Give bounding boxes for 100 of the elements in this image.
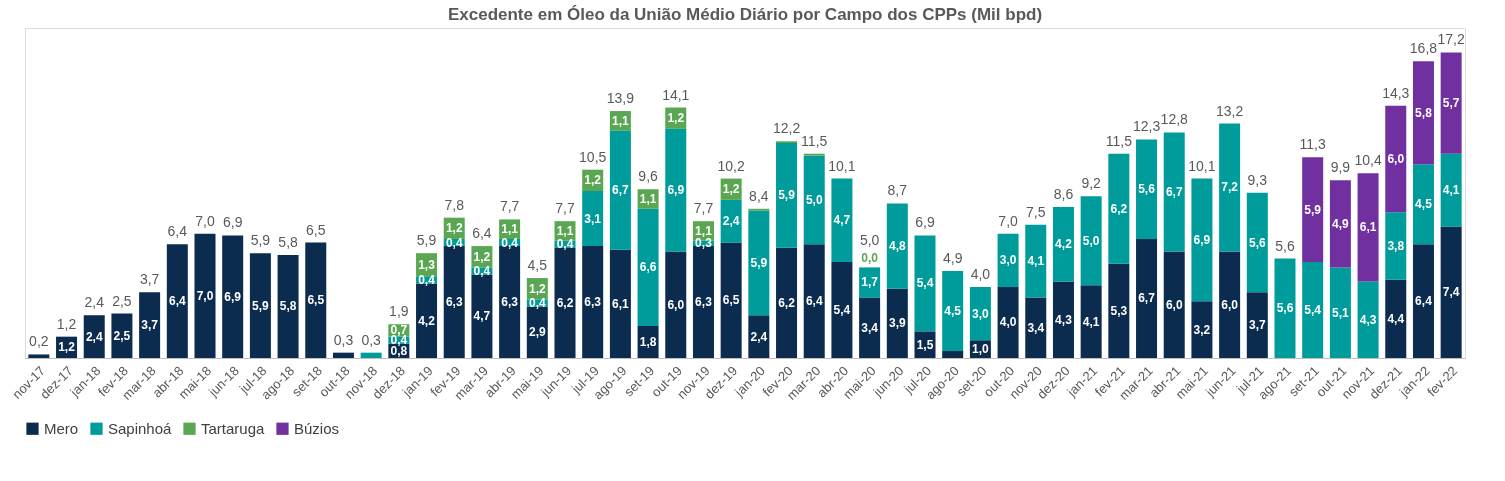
data-label: 5,6 [1276, 301, 1294, 316]
total-label: 17,2 [1437, 31, 1465, 48]
bar [1080, 196, 1102, 286]
data-label: 6,0 [1387, 152, 1405, 167]
data-label: 4,1 [1082, 314, 1100, 329]
data-label: 5,8 [1415, 105, 1433, 120]
total-label: 14,1 [662, 86, 690, 103]
data-label: 2,4 [722, 214, 740, 229]
bar [1025, 297, 1047, 358]
data-label: 6,3 [445, 295, 463, 310]
total-label: 11,5 [801, 132, 828, 149]
data-label: 0,4 [528, 295, 546, 310]
data-label: 5,3 [1110, 303, 1128, 318]
data-label: 1,0 [972, 342, 990, 357]
total-label: 9,9 [1330, 159, 1351, 176]
data-label: 5,9 [778, 188, 796, 203]
total-label: 3,7 [139, 271, 160, 288]
total-label: 9,6 [638, 168, 659, 185]
data-label: 4,0 [999, 315, 1017, 330]
total-label: 10,2 [717, 157, 745, 174]
data-label: 6,9 [667, 183, 685, 198]
total-label: 6,4 [167, 223, 188, 240]
data-label: 4,8 [888, 239, 906, 254]
data-label: 4,7 [473, 309, 491, 324]
data-label: 1,2 [584, 173, 602, 188]
data-label: 6,0 [1165, 297, 1183, 312]
bar [139, 292, 161, 358]
bar [166, 244, 188, 358]
data-label: 5,8 [279, 299, 297, 314]
total-label: 2,5 [112, 292, 132, 309]
data-label: 6,3 [501, 295, 519, 310]
bar [609, 130, 631, 250]
bar [859, 267, 881, 298]
total-label: 7,7 [555, 200, 575, 217]
bar [886, 203, 908, 289]
bar [1329, 267, 1351, 358]
data-label: 6,3 [584, 295, 602, 310]
data-label: 6,2 [556, 295, 574, 310]
total-label: 1,2 [56, 315, 77, 332]
total-label: 6,5 [306, 221, 326, 238]
data-label: 3,4 [1027, 320, 1045, 335]
bar [360, 352, 382, 358]
total-label: 6,9 [222, 214, 243, 231]
total-label: 7,0 [195, 212, 215, 229]
total-label: 1,9 [389, 303, 409, 320]
total-label: 8,4 [749, 187, 769, 204]
bar [1136, 139, 1158, 239]
bar [831, 262, 853, 358]
data-label: 1,2 [445, 221, 463, 236]
data-label: 0,0 [861, 251, 879, 266]
data-label: 1,1 [612, 113, 630, 128]
data-label: 3,2 [1193, 322, 1211, 337]
bar [720, 199, 742, 243]
bar [1385, 105, 1407, 213]
bar [1219, 251, 1241, 358]
bar [886, 288, 908, 358]
data-label: 4,3 [1055, 312, 1073, 327]
data-label: 6,7 [612, 183, 630, 198]
total-label: 7,7 [693, 200, 714, 217]
data-label: 5,0 [805, 192, 823, 207]
data-label: 5,9 [750, 255, 768, 270]
bar [1163, 132, 1185, 252]
data-label: 3,8 [1387, 239, 1405, 254]
data-label: 4,1 [1442, 183, 1460, 198]
bar [1357, 281, 1379, 358]
total-label: 4,5 [527, 257, 548, 274]
data-label: 4,2 [1055, 237, 1073, 252]
total-label: 8,7 [887, 182, 908, 199]
bar [1440, 52, 1462, 154]
total-label: 12,3 [1132, 118, 1161, 135]
bar [1440, 153, 1462, 227]
data-label: 0,3 [695, 236, 713, 251]
total-label: 13,9 [606, 90, 635, 107]
bar [997, 286, 1019, 358]
data-label: 6,3 [695, 295, 713, 310]
data-label: 0,4 [445, 235, 463, 250]
total-label: 12,8 [1160, 111, 1189, 128]
bar [831, 178, 853, 263]
legend-label: Búzios [294, 419, 340, 437]
bar [1052, 281, 1074, 358]
total-label: 10,1 [828, 157, 856, 174]
bar [28, 354, 50, 358]
bar [1052, 207, 1074, 282]
bar [803, 155, 825, 245]
bar [1108, 153, 1130, 264]
data-label: 6,0 [667, 297, 685, 312]
total-label: 0,2 [29, 333, 49, 350]
bar [665, 128, 687, 252]
data-label: 3,7 [1248, 318, 1266, 333]
total-label: 0,3 [333, 331, 354, 348]
data-label: 6,1 [1359, 220, 1377, 235]
data-label: 3,1 [584, 211, 602, 226]
data-label: 6,7 [1165, 184, 1183, 199]
data-label: 5,6 [1138, 182, 1156, 197]
bar [1302, 262, 1324, 358]
data-label: 5,9 [1304, 202, 1322, 217]
bar [1412, 164, 1434, 245]
data-label: 5,0 [1082, 233, 1100, 248]
data-label: 1,7 [861, 275, 879, 290]
data-label: 3,9 [888, 316, 906, 331]
